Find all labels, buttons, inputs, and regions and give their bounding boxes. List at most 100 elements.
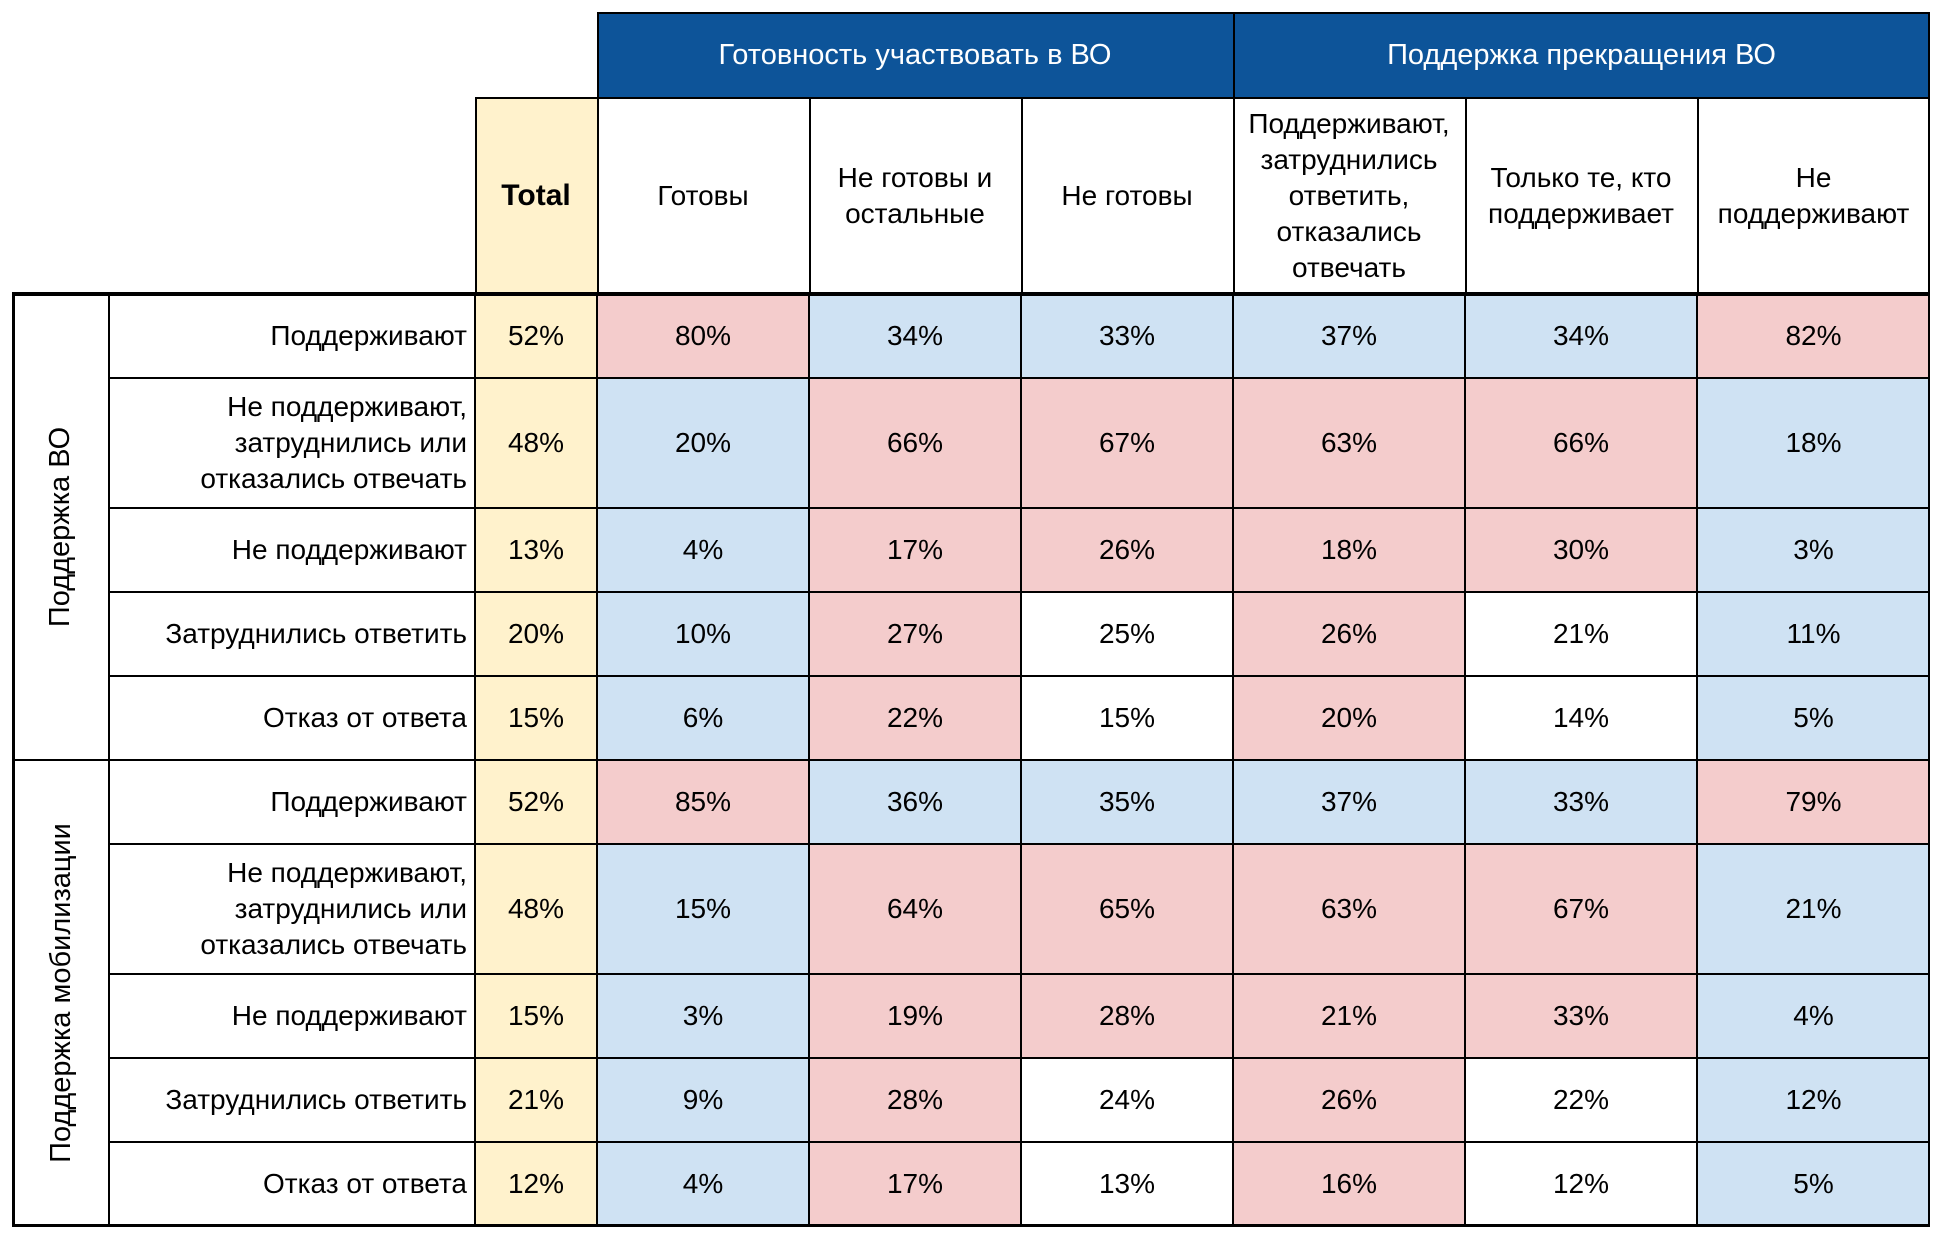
total-cell: 21% <box>475 1058 597 1142</box>
column-header: Не готовы и остальные <box>809 97 1021 294</box>
grid-line <box>475 97 477 294</box>
data-cell: 28% <box>1021 974 1233 1058</box>
row-label-text: Не поддерживают <box>232 998 467 1034</box>
data-cell: 19% <box>809 974 1021 1058</box>
data-cell: 18% <box>1697 378 1930 508</box>
column-header-text: Поддерживают, затруднились ответить, отказа… <box>1248 106 1449 286</box>
data-cell: 10% <box>597 592 809 676</box>
grid-line <box>12 294 15 1226</box>
column-header-text: Не поддерживают <box>1718 160 1910 232</box>
data-cell: 12% <box>1697 1058 1930 1142</box>
data-cell: 63% <box>1233 378 1465 508</box>
row-label-text-line: Не поддерживают <box>231 534 467 565</box>
grid-line <box>1233 97 1235 294</box>
row-label-text: Поддерживают <box>270 318 467 354</box>
grid-line <box>1697 97 1699 294</box>
data-cell: 20% <box>1233 676 1465 760</box>
row-group-label-text: Поддержка мобилизации <box>44 823 77 1163</box>
column-header-text-line: поддерживает <box>1488 197 1674 229</box>
data-cell: 20% <box>597 378 809 508</box>
row-label-text: Затруднились ответить <box>165 616 467 652</box>
data-cell: 26% <box>1233 1058 1465 1142</box>
data-cell: 5% <box>1697 1142 1930 1226</box>
column-header-text-line: поддерживают <box>1717 197 1910 229</box>
grid-line <box>108 294 110 1226</box>
row-label-text-line: Поддерживают <box>270 786 467 817</box>
row-label-text-line: затруднились или <box>234 893 467 924</box>
grid-line <box>1928 12 1930 294</box>
total-cell: 12% <box>475 1142 597 1226</box>
row-label-text-line: Затруднились ответить <box>165 1084 467 1115</box>
row-label: Затруднились ответить <box>109 592 475 676</box>
data-cell: 34% <box>809 294 1021 378</box>
grid-line <box>474 294 476 1226</box>
grid-line <box>596 294 598 1226</box>
data-cell: 82% <box>1697 294 1930 378</box>
row-label-text-line: затруднились или <box>234 427 467 458</box>
data-cell: 25% <box>1021 592 1233 676</box>
data-cell: 16% <box>1233 1142 1465 1226</box>
grid-line <box>1928 294 1930 1226</box>
row-label-text-line: отказались отвечать <box>200 929 467 960</box>
grid-line <box>1233 12 1235 97</box>
data-cell: 35% <box>1021 760 1233 844</box>
column-header-text-line: Готовы <box>657 179 749 211</box>
column-header: Не готовы <box>1021 97 1233 294</box>
column-header-text: Не готовы и остальные <box>838 160 993 232</box>
data-cell: 37% <box>1233 294 1465 378</box>
row-label-text: Отказ от ответа <box>263 1166 467 1202</box>
data-cell: 5% <box>1697 676 1930 760</box>
row-label-text: Не поддерживают, затруднились или отказали… <box>200 389 467 497</box>
data-cell: 64% <box>809 844 1021 974</box>
total-cell: 48% <box>475 378 597 508</box>
total-cell: 15% <box>475 974 597 1058</box>
row-label: Не поддерживают <box>109 508 475 592</box>
column-header-text-line: Только те, кто <box>1490 161 1672 193</box>
grid-line <box>1021 97 1023 294</box>
column-header-text: Готовы <box>657 178 748 214</box>
data-cell: 13% <box>1021 1142 1233 1226</box>
total-cell: 15% <box>475 676 597 760</box>
column-header-text-line: Поддерживают, <box>1248 107 1450 139</box>
column-header-text: Только те, кто поддерживает <box>1488 160 1674 232</box>
data-cell: 66% <box>1465 378 1697 508</box>
row-label: Затруднились ответить <box>109 1058 475 1142</box>
data-cell: 37% <box>1233 760 1465 844</box>
grid-line <box>475 97 597 99</box>
data-cell: 33% <box>1021 294 1233 378</box>
data-cell: 34% <box>1465 294 1697 378</box>
total-cell: 52% <box>475 760 597 844</box>
data-cell: 21% <box>1233 974 1465 1058</box>
grid-line <box>809 97 811 294</box>
data-cell: 80% <box>597 294 809 378</box>
row-label-text-line: Поддерживают <box>270 320 467 351</box>
column-header-text-line: Не готовы и <box>837 161 993 193</box>
column-header-text-line: остальные <box>845 197 985 229</box>
grid-line <box>808 294 810 1226</box>
row-group-label-text: Поддержка ВО <box>44 426 77 628</box>
row-label-text: Отказ от ответа <box>263 700 467 736</box>
row-label: Не поддерживают <box>109 974 475 1058</box>
total-cell: 52% <box>475 294 597 378</box>
grid-line <box>109 377 1930 379</box>
data-cell: 63% <box>1233 844 1465 974</box>
column-header: Готовы <box>597 97 809 294</box>
grid-line <box>12 1224 1930 1227</box>
data-cell: 11% <box>1697 592 1930 676</box>
data-cell: 18% <box>1233 508 1465 592</box>
total-cell: 13% <box>475 508 597 592</box>
grid-line <box>597 12 599 294</box>
data-cell: 79% <box>1697 760 1930 844</box>
total-cell: 48% <box>475 844 597 974</box>
group-header: Поддержка прекращения ВО <box>1233 12 1930 97</box>
data-cell: 26% <box>1233 592 1465 676</box>
row-label-text: Не поддерживают <box>232 532 467 568</box>
data-cell: 14% <box>1465 676 1697 760</box>
grid-line <box>109 675 1930 677</box>
data-cell: 4% <box>597 1142 809 1226</box>
grid-line <box>597 97 1930 99</box>
data-cell: 26% <box>1021 508 1233 592</box>
grid-line <box>1696 294 1698 1226</box>
row-label-text-line: Затруднились ответить <box>165 618 467 649</box>
grid-line <box>109 1141 1930 1143</box>
